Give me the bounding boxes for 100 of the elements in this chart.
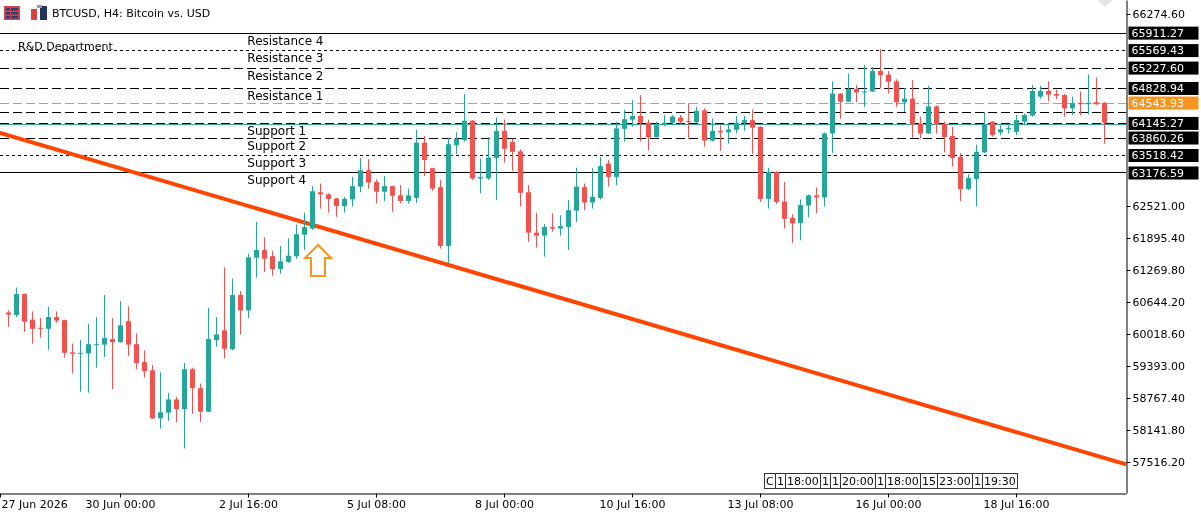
candlestick <box>14 286 19 318</box>
ref-line-label: Resistance 3 <box>247 51 324 65</box>
candlestick <box>214 316 219 348</box>
candlestick <box>126 305 131 357</box>
ref-line-label: Support 2 <box>247 139 307 153</box>
x-tick-label: 13 Jul 08:00 <box>727 498 794 512</box>
candlestick <box>462 93 467 143</box>
candlestick <box>222 266 227 359</box>
candlestick <box>726 122 731 145</box>
x-tick-label: 10 Jul 16:00 <box>599 498 666 512</box>
candlestick <box>622 109 627 143</box>
candlestick <box>502 119 507 164</box>
annotation: 1 <box>822 475 829 488</box>
annotation: R&D Department <box>18 40 114 53</box>
candlestick <box>390 185 395 213</box>
y-tick-label: 63860.26 <box>1131 131 1184 145</box>
candlestick <box>350 176 355 208</box>
candlestick <box>46 306 51 351</box>
text: BTCUSD, H4: Bitcoin vs. USD <box>52 7 211 20</box>
candlestick <box>806 193 811 218</box>
y-tick-label: 61269.80 <box>1132 264 1185 278</box>
x-tick-label: 30 Jun 00:00 <box>85 498 156 512</box>
ref-line-label: Resistance 2 <box>247 69 324 83</box>
x-tick-label: 5 Jul 08:00 <box>347 498 406 512</box>
y-tick-label: 66274.60 <box>1132 8 1185 22</box>
candlestick <box>358 157 363 193</box>
x-tick-label: 18 Jul 16:00 <box>983 498 1050 512</box>
annotation: 1 <box>832 475 839 488</box>
candlestick <box>550 212 555 233</box>
candlestick <box>198 383 203 423</box>
annotation: 23:00 <box>939 475 971 488</box>
candlestick <box>950 126 955 168</box>
x-tick-label: 27 Jun 2026 <box>1 498 68 512</box>
candlestick <box>606 159 611 188</box>
candlestick <box>142 349 147 378</box>
candlestick <box>878 48 883 89</box>
ref-line-label: Support 4 <box>247 173 307 187</box>
candlestick <box>686 102 691 140</box>
candlestick <box>262 236 267 273</box>
candlestick <box>318 183 323 210</box>
candlestick <box>942 121 947 153</box>
candlestick <box>158 371 163 430</box>
candlestick <box>374 178 379 205</box>
x-tick-label: 8 Jul 00:00 <box>475 498 534 512</box>
candlestick <box>110 317 115 390</box>
x-tick-label: 16 Jul 00:00 <box>855 498 922 512</box>
annotation: 1 <box>777 475 784 488</box>
y-tick-label: 65227.60 <box>1131 61 1184 75</box>
candlestick <box>782 181 787 230</box>
candlestick <box>30 310 35 345</box>
candlestick <box>798 198 803 241</box>
candlestick <box>638 94 643 143</box>
annotation: 1 <box>974 475 981 488</box>
candlestick <box>1070 96 1075 116</box>
y-tick-label: 64145.27 <box>1131 117 1184 131</box>
candlestick <box>134 332 139 370</box>
ref-line-label: Resistance 4 <box>247 34 324 48</box>
y-tick-label: 58141.80 <box>1132 424 1185 438</box>
candlestick <box>278 245 283 275</box>
candlestick <box>166 392 171 422</box>
ref-line-label: Support 3 <box>247 156 307 170</box>
annotation: 18:00 <box>787 475 819 488</box>
y-tick-label: 60644.20 <box>1132 296 1185 310</box>
candlestick <box>918 116 923 140</box>
candlestick <box>838 92 843 120</box>
candlestick <box>38 317 43 339</box>
candlestick <box>174 396 179 423</box>
annotation: 15 <box>922 475 936 488</box>
candlestick <box>750 108 755 155</box>
y-tick-label: 62521.00 <box>1132 200 1185 214</box>
ref-line-label: Support 1 <box>247 124 307 138</box>
candlestick <box>238 290 243 335</box>
candlestick <box>326 192 331 214</box>
x-tick-label: 2 Jul 16:00 <box>219 498 278 512</box>
candlestick <box>102 294 107 358</box>
annotation: 19:30 <box>984 475 1016 488</box>
candlestick <box>646 119 651 151</box>
candlestick <box>542 223 547 258</box>
candlestick <box>6 309 11 328</box>
candlestick <box>486 136 491 181</box>
candlestick <box>398 184 403 205</box>
candlestick <box>94 316 99 369</box>
y-tick-label: 63176.59 <box>1131 166 1184 180</box>
candlestick <box>382 175 387 202</box>
candlestick <box>894 78 899 108</box>
candlestick <box>710 118 715 143</box>
candlestick <box>254 221 259 279</box>
candlestick <box>1102 101 1107 145</box>
y-tick-label: 61895.40 <box>1132 232 1185 246</box>
y-tick-label: 58767.40 <box>1132 392 1185 406</box>
candlestick <box>78 339 83 393</box>
annotation: 20:00 <box>842 475 874 488</box>
candlestick <box>814 187 819 214</box>
candlestick <box>630 99 635 128</box>
candlestick <box>886 70 891 95</box>
annotation: C <box>766 475 774 488</box>
candlestick <box>862 64 867 108</box>
candlestick <box>294 223 299 260</box>
annotation: 1 <box>877 475 884 488</box>
candlestick <box>934 104 939 134</box>
